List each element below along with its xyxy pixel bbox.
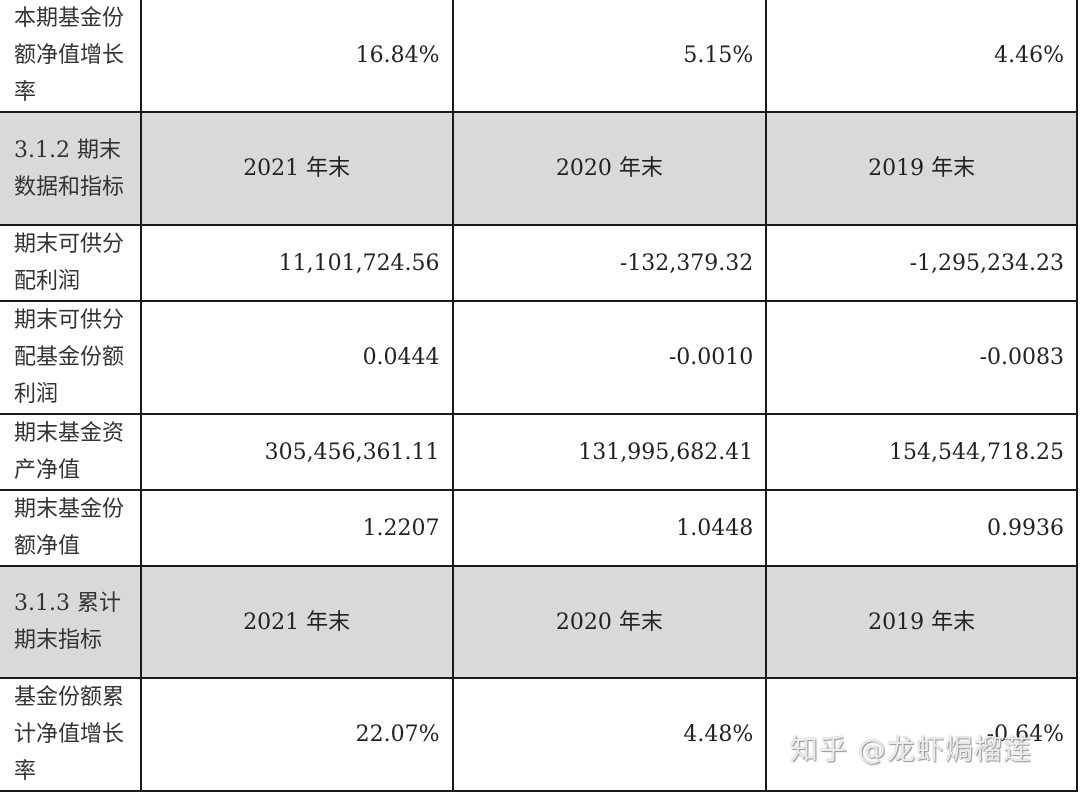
column-header-2021: 2021 年末 [139, 111, 454, 226]
table-row: 期末可供分配利润 11,101,724.56 -132,379.32 -1,29… [0, 224, 1078, 302]
value-2019: -1,295,234.23 [765, 224, 1078, 302]
table-row: 基金份额累计净值增长率 22.07% 4.48% -0.64% [0, 677, 1078, 792]
value-2021: 305,456,361.11 [139, 413, 454, 491]
row-label: 基金份额累计净值增长率 [0, 677, 142, 792]
column-header-2019: 2019 年末 [765, 565, 1078, 679]
value-2021: 1.2207 [139, 489, 454, 567]
value-2020: 5.15% [451, 0, 768, 113]
section-header-row: 3.1.2 期末数据和指标 2021 年末 2020 年末 2019 年末 [0, 111, 1078, 226]
row-label: 期末可供分配基金份额利润 [0, 300, 142, 415]
value-2019: 4.46% [765, 0, 1078, 113]
row-label: 期末基金资产净值 [0, 413, 142, 491]
row-label: 期末基金份额净值 [0, 489, 142, 567]
section-header-row: 3.1.3 累计期末指标 2021 年末 2020 年末 2019 年末 [0, 565, 1078, 679]
value-2020: 4.48% [451, 677, 768, 792]
value-2020: -132,379.32 [451, 224, 768, 302]
value-2019: 154,544,718.25 [765, 413, 1078, 491]
table-row: 本期基金份额净值增长率 16.84% 5.15% 4.46% [0, 0, 1078, 113]
column-header-2019: 2019 年末 [765, 111, 1078, 226]
value-2021: 22.07% [139, 677, 454, 792]
column-header-2021: 2021 年末 [139, 565, 454, 679]
value-2020: -0.0010 [451, 300, 768, 415]
column-header-2020: 2020 年末 [451, 111, 768, 226]
value-2021: 11,101,724.56 [139, 224, 454, 302]
section-title: 3.1.2 期末数据和指标 [0, 111, 142, 226]
row-label: 本期基金份额净值增长率 [0, 0, 142, 113]
value-2021: 0.0444 [139, 300, 454, 415]
row-label: 期末可供分配利润 [0, 224, 142, 302]
value-2021: 16.84% [139, 0, 454, 113]
value-2019: 0.9936 [765, 489, 1078, 567]
table-row: 期末可供分配基金份额利润 0.0444 -0.0010 -0.0083 [0, 300, 1078, 415]
value-2020: 1.0448 [451, 489, 768, 567]
table-row: 期末基金份额净值 1.2207 1.0448 0.9936 [0, 489, 1078, 567]
table-row: 期末基金资产净值 305,456,361.11 131,995,682.41 1… [0, 413, 1078, 491]
value-2019: -0.64% [765, 677, 1078, 792]
watermark: 知乎 @龙虾焗榴莲 [790, 733, 1032, 766]
column-header-2020: 2020 年末 [451, 565, 768, 679]
value-2020: 131,995,682.41 [451, 413, 768, 491]
section-title: 3.1.3 累计期末指标 [0, 565, 142, 679]
value-2019: -0.0083 [765, 300, 1078, 415]
